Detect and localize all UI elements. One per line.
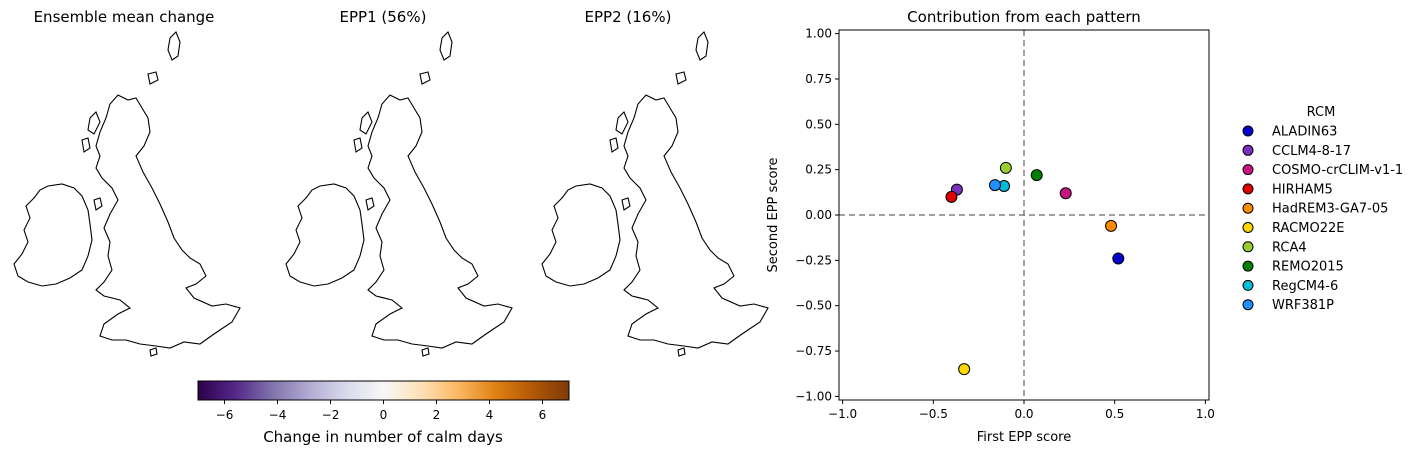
colorbar-gradient xyxy=(197,380,570,401)
point-hadrem3-ga7-05 xyxy=(1105,219,1118,232)
legend-label: COSMO-crCLIM-v1-1 xyxy=(1272,163,1403,178)
x-tick-label: −1.0 xyxy=(828,407,857,421)
legend-label: REMO2015 xyxy=(1272,260,1344,275)
point-wrf381p xyxy=(988,179,1001,192)
x-axis-label: First EPP score xyxy=(977,430,1071,445)
legend-entry-cclm4-8-17: CCLM4-8-17 xyxy=(1242,144,1351,159)
map-highlight xyxy=(102,101,154,169)
x-tick-label: 0.0 xyxy=(1014,407,1033,421)
legend-label: CCLM4-8-17 xyxy=(1272,144,1351,159)
colorbar-tick-label: 6 xyxy=(539,408,547,422)
legend-marker xyxy=(1242,299,1254,311)
y-tick-label: 0.25 xyxy=(805,163,832,177)
map-highlight xyxy=(630,101,682,169)
legend-label: WRF381P xyxy=(1272,298,1334,313)
map-panel-2 xyxy=(285,31,513,357)
point-racmo22e xyxy=(958,363,971,376)
map-coastline xyxy=(13,31,241,357)
scatter-plot: Contribution from each pattern −1.0 −0.5 0… xyxy=(766,8,1215,445)
y-tick-label: −0.75 xyxy=(795,344,832,358)
legend-label: RACMO22E xyxy=(1272,221,1344,236)
y-axis-label: Second EPP score xyxy=(766,158,781,273)
legend-entry-hirham5: HIRHAM5 xyxy=(1242,182,1333,197)
legend-label: HadREM3-GA7-05 xyxy=(1272,202,1388,217)
y-tick-label: 0.50 xyxy=(805,117,832,131)
colorbar-tick-label: 2 xyxy=(433,408,441,422)
x-tick-label: −0.5 xyxy=(919,407,948,421)
point-remo2015 xyxy=(1030,169,1043,182)
legend-marker xyxy=(1242,202,1254,214)
legend-label: ALADIN63 xyxy=(1272,125,1337,140)
colorbar-tick-label: 0 xyxy=(380,408,388,422)
point-cosmo-crclim-v1-1 xyxy=(1059,187,1072,200)
legend-title: RCM xyxy=(1307,105,1336,120)
map-title-2: EPP1 (56%) xyxy=(340,8,427,26)
legend-label: RCA4 xyxy=(1272,240,1307,255)
legend-marker xyxy=(1242,183,1254,195)
legend-marker xyxy=(1242,241,1254,253)
colorbar-tick-label: −4 xyxy=(269,408,287,422)
map-fill xyxy=(286,32,512,356)
colorbar: −6 −4 −2 0 2 4 6 Change in number of calm days xyxy=(197,380,570,446)
x-tick-label: 0.5 xyxy=(1105,407,1124,421)
legend-label: HIRHAM5 xyxy=(1272,182,1333,197)
legend-entry-remo2015: REMO2015 xyxy=(1242,260,1344,275)
legend-marker xyxy=(1242,164,1254,176)
legend-entry-cosmo-crclim-v1-1: COSMO-crCLIM-v1-1 xyxy=(1242,163,1403,178)
point-hirham5 xyxy=(945,190,958,203)
x-tick-label: 1.0 xyxy=(1196,407,1215,421)
map-highlight xyxy=(374,101,426,169)
legend-marker xyxy=(1242,222,1254,233)
map-fill xyxy=(14,32,240,356)
y-tick-label: 1.00 xyxy=(805,27,832,41)
legend-entry-aladin63: ALADIN63 xyxy=(1242,125,1337,140)
scatter-title: Contribution from each pattern xyxy=(907,8,1141,26)
point-aladin63 xyxy=(1112,252,1125,265)
colorbar-label: Change in number of calm days xyxy=(263,428,503,446)
legend-entry-racmo22e: RACMO22E xyxy=(1242,221,1344,236)
legend-marker xyxy=(1242,125,1254,137)
legend-marker xyxy=(1242,144,1254,156)
map-panel-3 xyxy=(541,31,769,357)
legend-marker xyxy=(1242,260,1254,272)
map-panel-1 xyxy=(13,31,241,357)
colorbar-tick-label: −6 xyxy=(216,408,234,422)
y-tick-label: −0.25 xyxy=(795,253,832,267)
colorbar-tick-label: −2 xyxy=(322,408,340,422)
y-tick-label: 0.00 xyxy=(805,208,832,222)
legend: RCM ALADIN63 CCLM4-8-17 COSMO-crCLIM-v1-1 H… xyxy=(1242,105,1403,313)
y-tick-label: −0.50 xyxy=(795,299,832,313)
legend-marker xyxy=(1242,279,1254,291)
legend-label: RegCM4-6 xyxy=(1272,279,1338,294)
map-fill xyxy=(542,32,768,356)
colorbar-tick-label: 4 xyxy=(486,408,494,422)
point-rca4 xyxy=(999,161,1012,174)
legend-entry-rca4: RCA4 xyxy=(1242,240,1307,255)
map-title-1: Ensemble mean change xyxy=(34,8,215,26)
map-coastline xyxy=(285,31,513,357)
legend-entry-regcm4-6: RegCM4-6 xyxy=(1242,279,1338,294)
y-tick-label: −1.00 xyxy=(795,389,832,403)
legend-entry-hadrem3-ga7-05: HadREM3-GA7-05 xyxy=(1242,202,1388,217)
map-coastline xyxy=(541,31,769,357)
y-tick-label: 0.75 xyxy=(805,72,832,86)
map-title-3: EPP2 (16%) xyxy=(585,8,672,26)
legend-entry-wrf381p: WRF381P xyxy=(1242,298,1334,313)
